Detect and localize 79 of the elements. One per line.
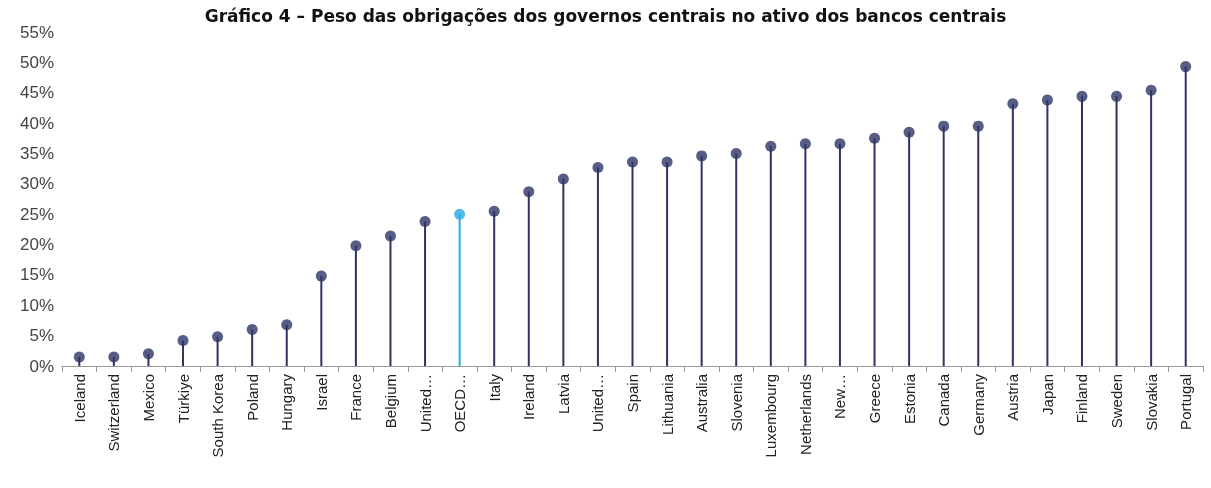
x-tick-label: Japan xyxy=(1038,374,1056,415)
x-tick-label: Spain xyxy=(624,374,641,413)
x-tick-label: Sweden xyxy=(1108,374,1126,429)
point xyxy=(1007,98,1019,110)
y-tick-label: 10% xyxy=(19,295,54,315)
point xyxy=(869,132,881,144)
x-tick-label: Slovakia xyxy=(1142,373,1160,431)
x-tick-label: Austria xyxy=(1004,373,1022,421)
point xyxy=(419,215,431,227)
point xyxy=(384,230,396,242)
point xyxy=(938,120,950,132)
chart-title: Gráfico 4 – Peso das obrigações dos governos centrais no ativo dos bancos centrais xyxy=(204,5,1007,26)
x-tick-label: Slovenia xyxy=(727,373,745,432)
point xyxy=(454,208,466,220)
point xyxy=(246,324,258,336)
point xyxy=(488,205,500,217)
point xyxy=(627,156,638,168)
x-tick-label: United… xyxy=(416,374,434,433)
x-tick-label: Australia xyxy=(693,373,711,433)
point xyxy=(799,138,811,150)
y-tick-label: 40% xyxy=(19,113,54,133)
y-tick-label: 45% xyxy=(19,83,54,103)
x-tick-label: Switzerland xyxy=(105,374,123,452)
x-tick-label: Canada xyxy=(935,373,953,427)
x-tick-label: France xyxy=(347,374,365,421)
y-tick-label: 30% xyxy=(19,174,54,194)
x-tick-label: Iceland xyxy=(70,374,88,423)
x-tick-label: Hungary xyxy=(278,373,296,431)
y-tick-label: 15% xyxy=(19,265,54,285)
point xyxy=(350,240,362,252)
x-tick-label: New… xyxy=(831,374,849,420)
point xyxy=(765,140,777,152)
point xyxy=(281,319,293,331)
point xyxy=(1041,94,1053,106)
x-tick-label: Luxembourg xyxy=(762,374,780,458)
y-tick-label: 55% xyxy=(19,22,54,42)
x-tick-label: United… xyxy=(589,374,607,433)
point xyxy=(696,150,708,162)
x-tick-label: Israel xyxy=(312,374,330,411)
point xyxy=(1180,61,1192,73)
point xyxy=(834,138,846,150)
point xyxy=(1145,84,1157,96)
x-tick-label: Netherlands xyxy=(796,374,814,455)
x-tick-label: Germany xyxy=(969,373,987,436)
point xyxy=(661,156,673,168)
point xyxy=(212,331,224,343)
x-tick-label: South Korea xyxy=(209,373,227,458)
x-tick-label: Belgium xyxy=(381,374,399,429)
point xyxy=(972,120,984,132)
point xyxy=(730,147,742,159)
x-tick-label: Latvia xyxy=(554,373,572,415)
x-tick-label: Finland xyxy=(1073,374,1091,424)
y-tick-label: 20% xyxy=(19,235,54,255)
x-tick-label: Greece xyxy=(866,374,884,424)
x-tick-label: Ireland xyxy=(520,374,538,420)
point xyxy=(1076,90,1088,102)
x-tick-label: Italy xyxy=(485,373,503,402)
point xyxy=(73,351,85,363)
point xyxy=(592,161,604,173)
x-tick-label: Lithuania xyxy=(658,373,676,435)
point xyxy=(177,335,189,346)
y-tick-label: 25% xyxy=(19,204,54,224)
x-tick-label: Türkiye xyxy=(174,374,192,424)
x-tick-label: OECD… xyxy=(451,374,469,433)
point xyxy=(108,351,120,363)
x-tick-label: Poland xyxy=(243,374,261,421)
x-tick-label: Estonia xyxy=(900,373,918,425)
point xyxy=(903,126,915,138)
point xyxy=(142,348,154,360)
point xyxy=(1111,90,1123,102)
y-tick-label: 5% xyxy=(29,326,54,346)
y-tick-label: 35% xyxy=(19,143,54,163)
point xyxy=(557,173,569,185)
point xyxy=(523,186,535,198)
y-tick-label: 50% xyxy=(19,52,54,72)
point xyxy=(315,270,327,282)
y-tick-label: 0% xyxy=(29,356,54,376)
x-tick-label: Mexico xyxy=(139,374,157,422)
x-tick-label: Portugal xyxy=(1177,374,1195,430)
